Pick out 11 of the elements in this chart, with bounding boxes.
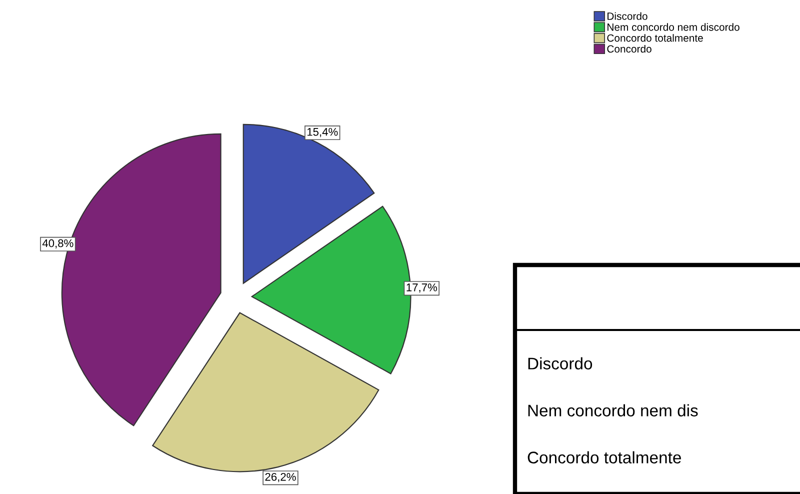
text: Discordo [528,357,592,370]
text: Concordo totalmente [528,451,681,464]
legend-label: Nem concordo nem discordo [608,23,740,31]
legend-label: Concordo [607,44,652,53]
data-label: 40,8% [42,239,74,248]
data-label: 26,2% [265,472,296,482]
text: Nem concordo nem dis [528,404,698,416]
legend-label: Discordo [608,12,648,20]
legend-label: Concordo totalmente [607,34,703,42]
data-label: 15,4% [307,128,338,138]
data-label: 17,7% [406,283,437,293]
